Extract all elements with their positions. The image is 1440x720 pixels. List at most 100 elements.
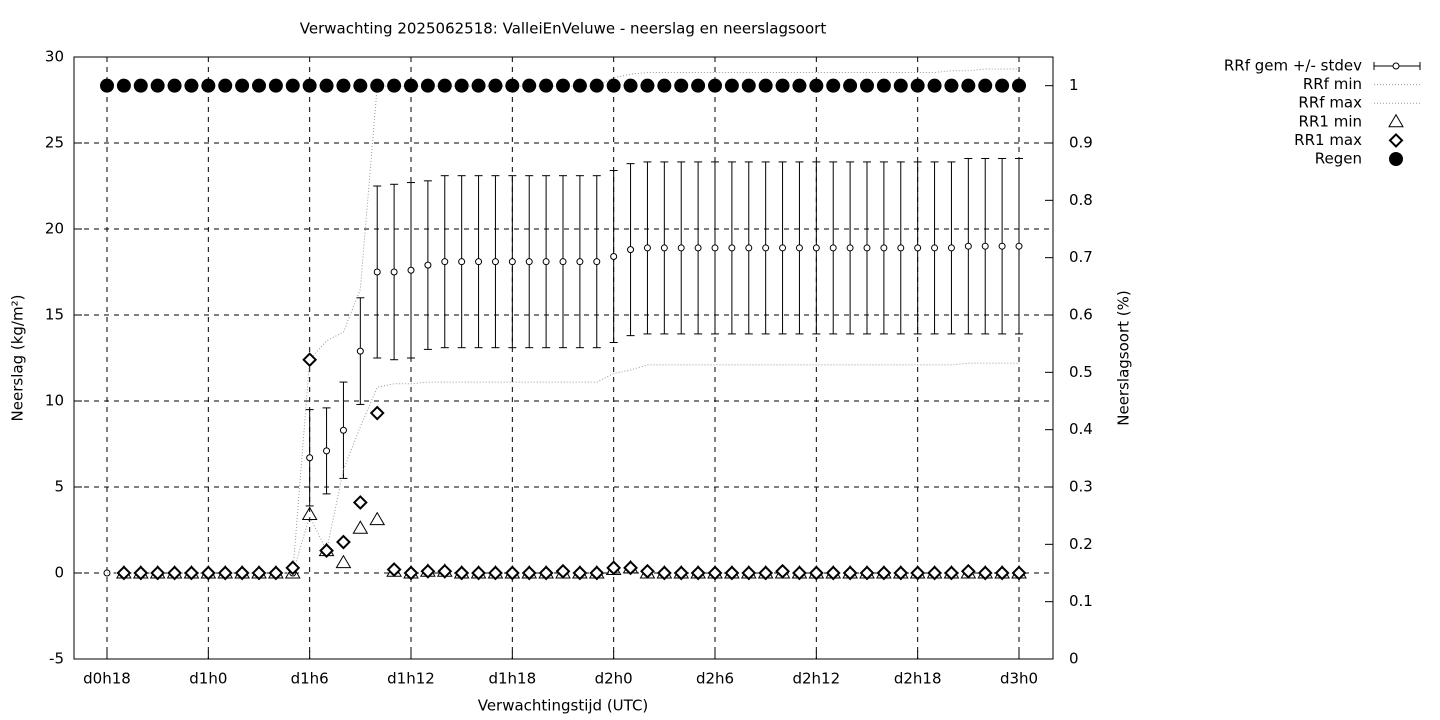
data-point [995, 78, 1010, 93]
data-point [454, 78, 469, 93]
data-point [846, 244, 854, 252]
data-point [336, 78, 351, 93]
data-point [762, 244, 770, 252]
x-tick-label: d1h6 [291, 670, 329, 688]
data-point [1012, 78, 1026, 93]
data-point [627, 246, 635, 254]
legend-label: RR1 min [1299, 112, 1362, 130]
data-point [508, 258, 516, 266]
y2-tick-label: 0.1 [1069, 592, 1093, 610]
data-point [441, 258, 449, 266]
data-point [610, 253, 618, 261]
data-point [910, 78, 925, 93]
y2-tick-label: 1 [1069, 76, 1079, 94]
data-point [167, 565, 182, 581]
y2-tick-label: 0.9 [1069, 134, 1093, 152]
data-point [893, 565, 909, 581]
data-point [792, 565, 807, 581]
data-point [860, 78, 874, 93]
data-point [711, 244, 719, 252]
data-point [471, 78, 486, 93]
data-point [387, 78, 402, 93]
data-point [977, 565, 993, 581]
x-axis-label: Verwachtingstijd (UTC) [478, 697, 649, 715]
data-point [116, 565, 132, 581]
data-point [660, 244, 668, 252]
data-point [504, 565, 520, 581]
data-point [1011, 565, 1027, 581]
data-point [792, 78, 807, 93]
data-point [893, 78, 908, 93]
data-point [843, 78, 858, 93]
data-point [539, 78, 554, 93]
data-point [677, 244, 685, 252]
data-point [251, 565, 267, 581]
data-point [724, 78, 739, 93]
data-point [424, 261, 432, 269]
x-tick-label: d2h12 [792, 670, 840, 688]
legend-swatch [1388, 132, 1404, 148]
data-point [842, 565, 858, 581]
data-point [323, 447, 331, 455]
data-point [458, 258, 466, 266]
data-point [488, 78, 503, 93]
legend-swatch [1392, 62, 1400, 70]
x-tick-label: d1h12 [387, 670, 435, 688]
data-point [335, 554, 352, 569]
data-point [927, 78, 942, 93]
data-point [284, 565, 301, 579]
data-point [981, 242, 989, 250]
data-point [538, 565, 554, 581]
data-point [690, 565, 706, 581]
data-point [370, 78, 385, 93]
data-point [471, 565, 486, 581]
y-tick-label: 20 [45, 220, 64, 238]
data-point [339, 426, 347, 434]
data-point [133, 78, 148, 93]
data-point [691, 78, 706, 93]
data-point [505, 78, 520, 93]
data-point [775, 563, 790, 579]
data-point [623, 560, 638, 576]
data-point [812, 244, 820, 252]
data-point [373, 268, 381, 276]
data-point [319, 543, 334, 559]
data-point [319, 78, 334, 93]
data-point [606, 78, 621, 93]
x-tick-label: d1h18 [488, 670, 536, 688]
data-point [643, 244, 651, 252]
data-point [623, 78, 638, 93]
data-point [572, 565, 588, 581]
data-point [390, 268, 398, 276]
data-point [931, 244, 939, 252]
data-point [353, 78, 368, 93]
data-point [404, 78, 418, 93]
y2-tick-label: 0.8 [1069, 191, 1093, 209]
data-point [927, 565, 942, 581]
data-point [252, 78, 266, 93]
data-point [302, 78, 317, 93]
data-point [910, 565, 926, 581]
data-point [556, 78, 570, 93]
x-tick-label: d1h0 [189, 670, 227, 688]
data-point [947, 244, 955, 252]
data-point [964, 242, 972, 250]
data-point [454, 565, 470, 581]
y2-tick-label: 0.2 [1069, 535, 1093, 553]
data-point [876, 78, 891, 93]
data-point [944, 565, 959, 581]
data-point [217, 565, 233, 581]
data-point [150, 565, 166, 581]
legend-label: RRf min [1303, 75, 1362, 93]
y2-tick-label: 0.4 [1069, 420, 1093, 438]
data-point [724, 565, 740, 581]
data-point [437, 78, 452, 93]
data-point [994, 565, 1010, 581]
data-point [234, 565, 250, 581]
legend-label: RRf gem +/- stdev [1224, 57, 1362, 75]
data-point [640, 563, 655, 579]
data-point [944, 78, 959, 93]
data-point [352, 520, 369, 534]
data-point [876, 565, 892, 581]
